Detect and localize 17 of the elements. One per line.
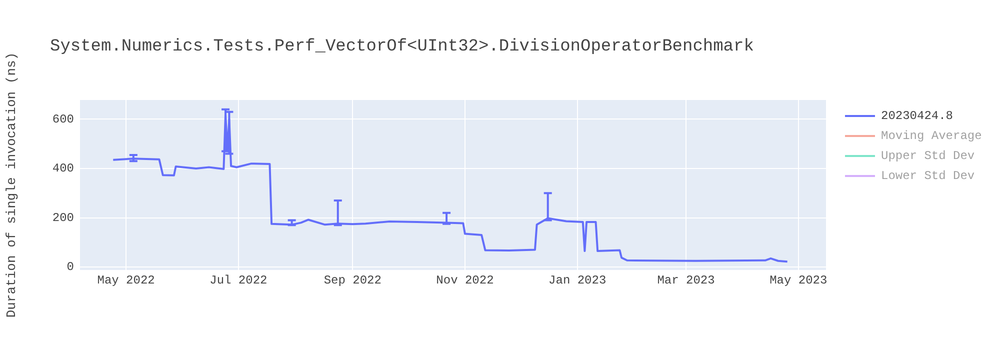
- x-tick-label: Mar 2023: [657, 273, 715, 288]
- y-tick-label: 400: [52, 162, 74, 176]
- y-tick-label: 600: [52, 112, 74, 126]
- x-tick-label: Nov 2022: [436, 273, 494, 288]
- legend-label: Upper Std Dev: [881, 149, 975, 163]
- x-tick-label: Sep 2022: [324, 273, 382, 288]
- legend-label: 20230424.8: [881, 109, 954, 123]
- x-tick-label: May 2022: [97, 273, 155, 288]
- legend-label: Moving Average: [881, 129, 982, 143]
- x-tick-label: Jan 2023: [548, 273, 606, 288]
- chart-title: System.Numerics.Tests.Perf_VectorOf<UInt32>.DivisionOperatorBenchmark: [50, 38, 754, 56]
- y-tick-label: 0: [66, 260, 74, 274]
- legend-label: Lower Std Dev: [881, 169, 975, 183]
- y-axis-title: Duration of single invocation (ns): [4, 52, 20, 318]
- x-tick-label: Jul 2022: [210, 273, 268, 288]
- y-tick-label: 200: [52, 210, 74, 225]
- x-tick-label: May 2023: [770, 273, 828, 288]
